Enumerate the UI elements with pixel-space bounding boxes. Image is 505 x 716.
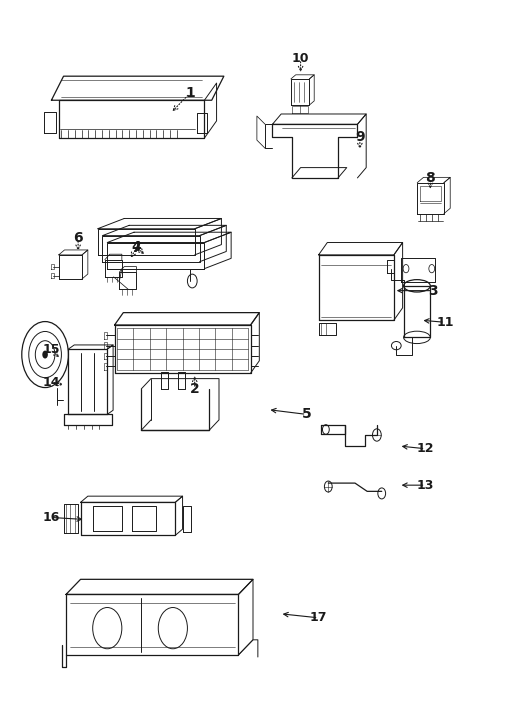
Text: 8: 8 <box>425 171 434 185</box>
Text: 3: 3 <box>427 284 437 298</box>
Text: 9: 9 <box>355 130 364 144</box>
Text: 15: 15 <box>42 343 60 357</box>
Text: 12: 12 <box>416 442 433 455</box>
Text: 11: 11 <box>435 316 452 329</box>
Text: 6: 6 <box>73 231 83 246</box>
Text: 14: 14 <box>42 376 60 389</box>
Text: 1: 1 <box>185 87 194 100</box>
Circle shape <box>42 351 48 359</box>
Text: 7: 7 <box>131 241 141 255</box>
Text: 17: 17 <box>309 611 327 624</box>
Text: 2: 2 <box>189 382 199 396</box>
Text: 4: 4 <box>131 240 141 253</box>
Text: 10: 10 <box>291 52 309 65</box>
Text: 16: 16 <box>42 511 60 524</box>
Text: 5: 5 <box>301 407 311 421</box>
Ellipse shape <box>403 280 429 292</box>
Text: 13: 13 <box>416 479 433 492</box>
